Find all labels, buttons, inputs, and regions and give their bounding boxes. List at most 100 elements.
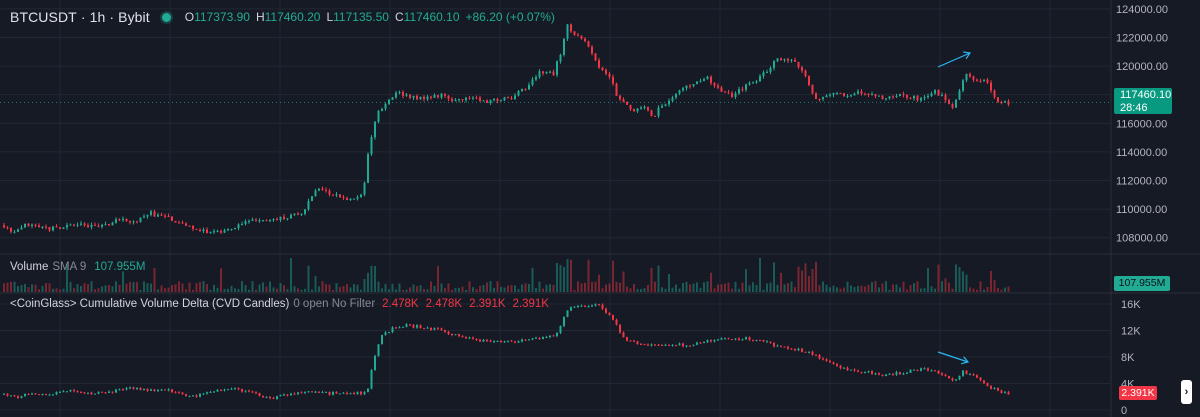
- cvd-candle: [94, 393, 96, 395]
- price-candle: [895, 95, 898, 97]
- price-annotation-arrow[interactable]: [937, 51, 972, 68]
- volume-bar: [965, 274, 968, 292]
- price-candle: [965, 73, 968, 81]
- price-candle: [20, 227, 23, 230]
- cvd-candle: [472, 337, 474, 339]
- volume-bar: [857, 286, 859, 292]
- volume-bar: [902, 281, 905, 292]
- cvd-legend[interactable]: <CoinGlass> Cumulative Volume Delta (CVD…: [10, 298, 549, 310]
- price-candle: [734, 93, 737, 98]
- volume-bar: [311, 289, 313, 292]
- annotation-arrows[interactable]: [937, 51, 972, 365]
- cvd-candle: [97, 391, 100, 394]
- volume-bar: [276, 288, 278, 292]
- volume-bar: [636, 288, 639, 292]
- price-candle: [710, 76, 712, 84]
- price-axis[interactable]: 124000.00122000.00120000.00118000.001160…: [1116, 4, 1168, 245]
- exchange-label[interactable]: Bybit: [118, 9, 150, 25]
- chevron-right-icon[interactable]: ›: [1181, 380, 1192, 404]
- volume-bar: [101, 286, 103, 292]
- price-candle: [955, 99, 957, 108]
- cvd-candle: [500, 341, 502, 343]
- cvd-candle: [206, 392, 208, 394]
- volume-bar: [132, 282, 135, 292]
- volume-bar: [685, 281, 688, 292]
- price-tick-label: 116000.00: [1116, 118, 1167, 130]
- price-candle: [251, 219, 254, 221]
- cvd-candle: [664, 344, 667, 346]
- cvd-candle: [640, 343, 642, 345]
- volume-bar: [895, 284, 898, 292]
- symbol-name[interactable]: BTCUSDT: [10, 9, 77, 25]
- cvd-candle: [335, 392, 338, 394]
- cvd-candle: [10, 395, 12, 397]
- cvd-candle: [437, 328, 439, 330]
- volume-bar: [790, 281, 793, 292]
- cvd-candle: [587, 306, 590, 308]
- cvd-candle: [776, 345, 779, 347]
- symbol-legend[interactable]: BTCUSDT · 1h · Bybit O 117373.90 H 117460.…: [10, 9, 555, 25]
- price-candle: [125, 218, 128, 222]
- price-candle: [836, 93, 838, 95]
- cvd-candle: [237, 388, 240, 390]
- price-candle: [587, 41, 590, 47]
- price-candle: [272, 219, 275, 221]
- cvd-title[interactable]: <CoinGlass> Cumulative Volume Delta (CVD…: [10, 298, 290, 310]
- cvd-candle: [612, 315, 614, 320]
- volume-bar: [916, 281, 919, 292]
- price-candle: [993, 90, 996, 98]
- price-tick-label: 110000.00: [1116, 204, 1167, 216]
- price-candle: [780, 58, 782, 61]
- price-candle: [230, 229, 233, 231]
- price-tick-label: 112000.00: [1116, 175, 1167, 187]
- cvd-candle: [269, 397, 271, 399]
- cvd-tick-label: 12K: [1121, 325, 1141, 337]
- cvd-candle: [171, 389, 173, 393]
- price-candle: [384, 103, 387, 109]
- volume-bar: [552, 284, 555, 292]
- price-candle: [405, 94, 408, 96]
- cvd-candle: [811, 351, 814, 355]
- cvd-candle: [713, 340, 716, 342]
- cvd-candle: [531, 338, 534, 340]
- cvd-candle: [514, 341, 516, 343]
- volume-bar: [391, 283, 394, 292]
- cvd-candle: [993, 388, 996, 390]
- cvd-candle: [913, 369, 915, 371]
- cvd-candle: [395, 327, 397, 329]
- price-candle: [944, 94, 947, 101]
- cvd-candle: [104, 392, 107, 394]
- change-value: +86.20 (+0.07%): [465, 10, 555, 24]
- cvd-candle: [66, 391, 68, 393]
- volume-bar: [146, 283, 149, 292]
- cvd-candle: [402, 326, 404, 328]
- price-candle: [104, 224, 107, 226]
- cvd-candle: [458, 334, 460, 336]
- volume-bar: [335, 283, 338, 292]
- cvd-candle: [657, 344, 660, 346]
- volume-legend[interactable]: Volume SMA 9 107.955M: [10, 261, 145, 273]
- price-candle: [885, 98, 887, 100]
- price-candle: [941, 94, 943, 96]
- cvd-candle: [517, 341, 520, 343]
- cvd-candle: [496, 341, 499, 343]
- volume-bar: [353, 284, 355, 292]
- volume-title[interactable]: Volume: [10, 261, 49, 273]
- volume-bar: [143, 281, 145, 292]
- volume-bar: [745, 269, 747, 292]
- cvd-candle: [307, 391, 310, 393]
- volume-bar: [13, 281, 16, 292]
- volume-bar: [48, 283, 51, 292]
- cvd-candle: [426, 327, 429, 329]
- cvd-candle: [419, 325, 422, 329]
- volume-bar: [682, 282, 684, 292]
- volume-bar: [496, 281, 499, 292]
- cvd-annotation-arrow[interactable]: [937, 351, 970, 365]
- cvd-candle: [440, 328, 443, 330]
- interval-label[interactable]: 1h: [89, 9, 106, 25]
- price-candle: [489, 100, 492, 104]
- volume-bar: [626, 286, 628, 292]
- cvd-candle: [703, 341, 705, 343]
